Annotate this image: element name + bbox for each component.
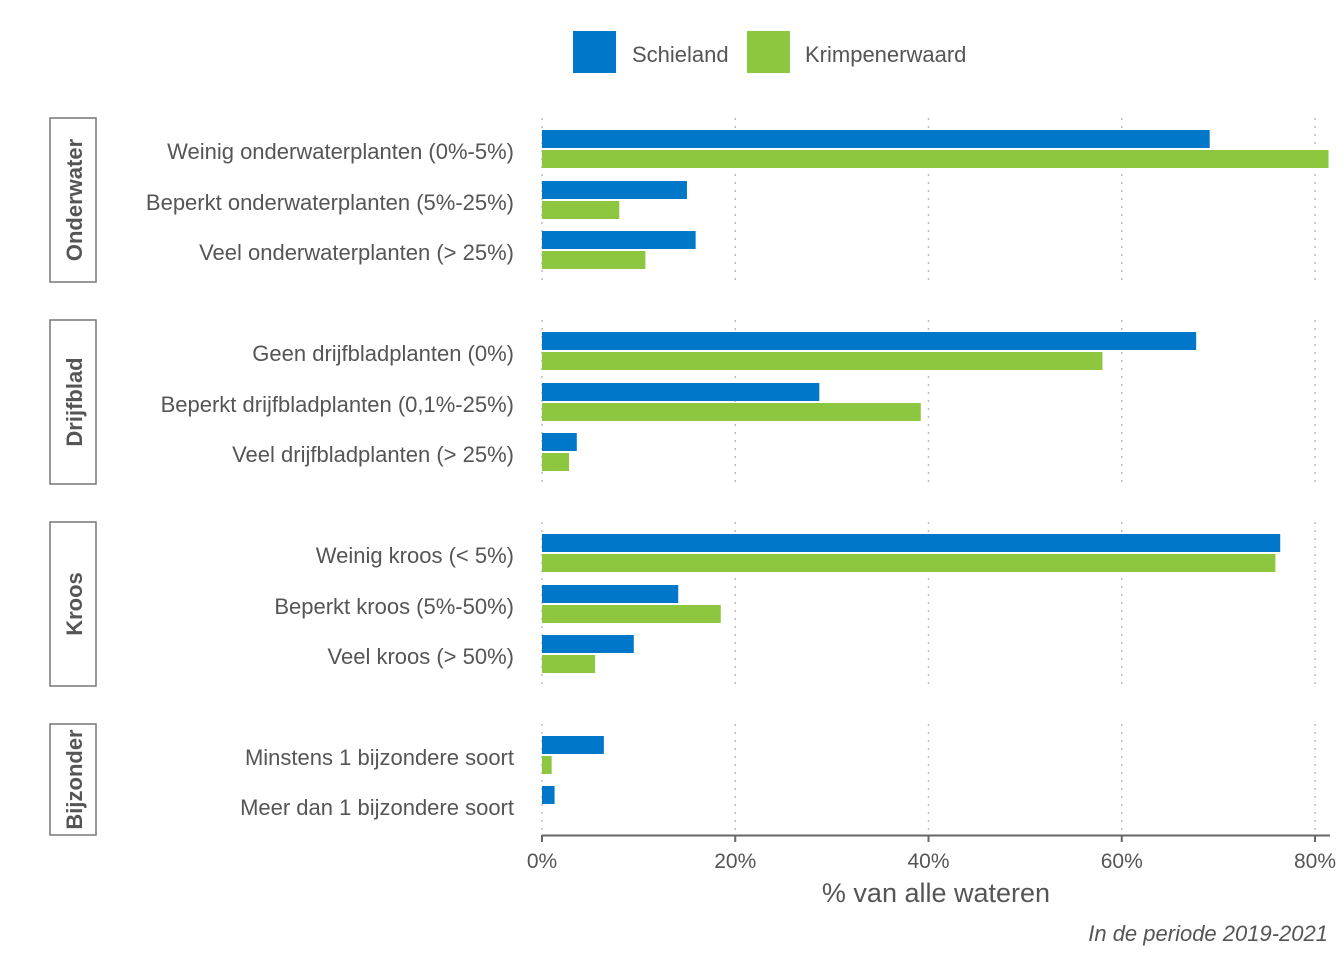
legend-label-0: Schieland (632, 42, 729, 67)
facet-label: Onderwater (62, 138, 87, 261)
bar-krimpenerwaard (542, 655, 596, 673)
facet-label: Kroos (62, 572, 87, 636)
bar-schieland (542, 635, 634, 653)
bar-schieland (542, 231, 696, 249)
category-label: Veel drijfbladplanten (> 25%) (232, 442, 514, 467)
x-tick-label: 80% (1294, 850, 1336, 873)
facet-strip (49, 117, 97, 283)
bar-schieland (542, 534, 1281, 552)
bar-krimpenerwaard (542, 201, 620, 219)
facet-strip (49, 521, 97, 687)
bar-krimpenerwaard (542, 756, 552, 774)
category-label: Beperkt drijfbladplanten (0,1%-25%) (161, 392, 514, 417)
bar-krimpenerwaard (542, 605, 721, 623)
facet-label: Drijfblad (62, 357, 87, 446)
legend-swatch-0 (573, 31, 616, 73)
x-tick-label: 60% (1101, 850, 1143, 873)
category-label: Minstens 1 bijzondere soort (245, 745, 514, 770)
bar-schieland (542, 130, 1210, 148)
x-tick-label: 0% (527, 850, 557, 873)
category-label: Geen drijfbladplanten (0%) (252, 341, 514, 366)
bar-krimpenerwaard (542, 251, 646, 269)
category-label: Beperkt kroos (5%-50%) (274, 594, 514, 619)
legend-swatch-1 (747, 31, 790, 73)
category-label: Beperkt onderwaterplanten (5%-25%) (146, 190, 514, 215)
bar-schieland (542, 383, 820, 401)
facet-strip (49, 319, 97, 485)
caption: In de periode 2019-2021 (1088, 921, 1328, 946)
bar-krimpenerwaard (542, 403, 921, 421)
bar-schieland (542, 786, 555, 804)
bar-schieland (542, 736, 604, 754)
bar-schieland (542, 585, 679, 603)
x-tick-label: 40% (907, 850, 949, 873)
category-label: Weinig kroos (< 5%) (316, 543, 514, 568)
category-label: Veel onderwaterplanten (> 25%) (199, 240, 514, 265)
bar-krimpenerwaard (542, 554, 1276, 572)
bar-schieland (542, 332, 1197, 350)
category-label: Weinig onderwaterplanten (0%-5%) (167, 139, 514, 164)
x-tick-label: 20% (714, 850, 756, 873)
facet-label: Bijzonder (62, 729, 87, 830)
category-label: Meer dan 1 bijzondere soort (240, 795, 514, 820)
bar-schieland (542, 181, 687, 199)
facet-strip (49, 723, 97, 836)
bar-krimpenerwaard (542, 453, 570, 471)
x-axis-title: % van alle wateren (822, 878, 1050, 908)
bar-krimpenerwaard (542, 352, 1103, 370)
bar-krimpenerwaard (542, 150, 1329, 168)
legend-label-1: Krimpenerwaard (805, 42, 966, 67)
bar-schieland (542, 433, 577, 451)
category-label: Veel kroos (> 50%) (328, 644, 514, 669)
